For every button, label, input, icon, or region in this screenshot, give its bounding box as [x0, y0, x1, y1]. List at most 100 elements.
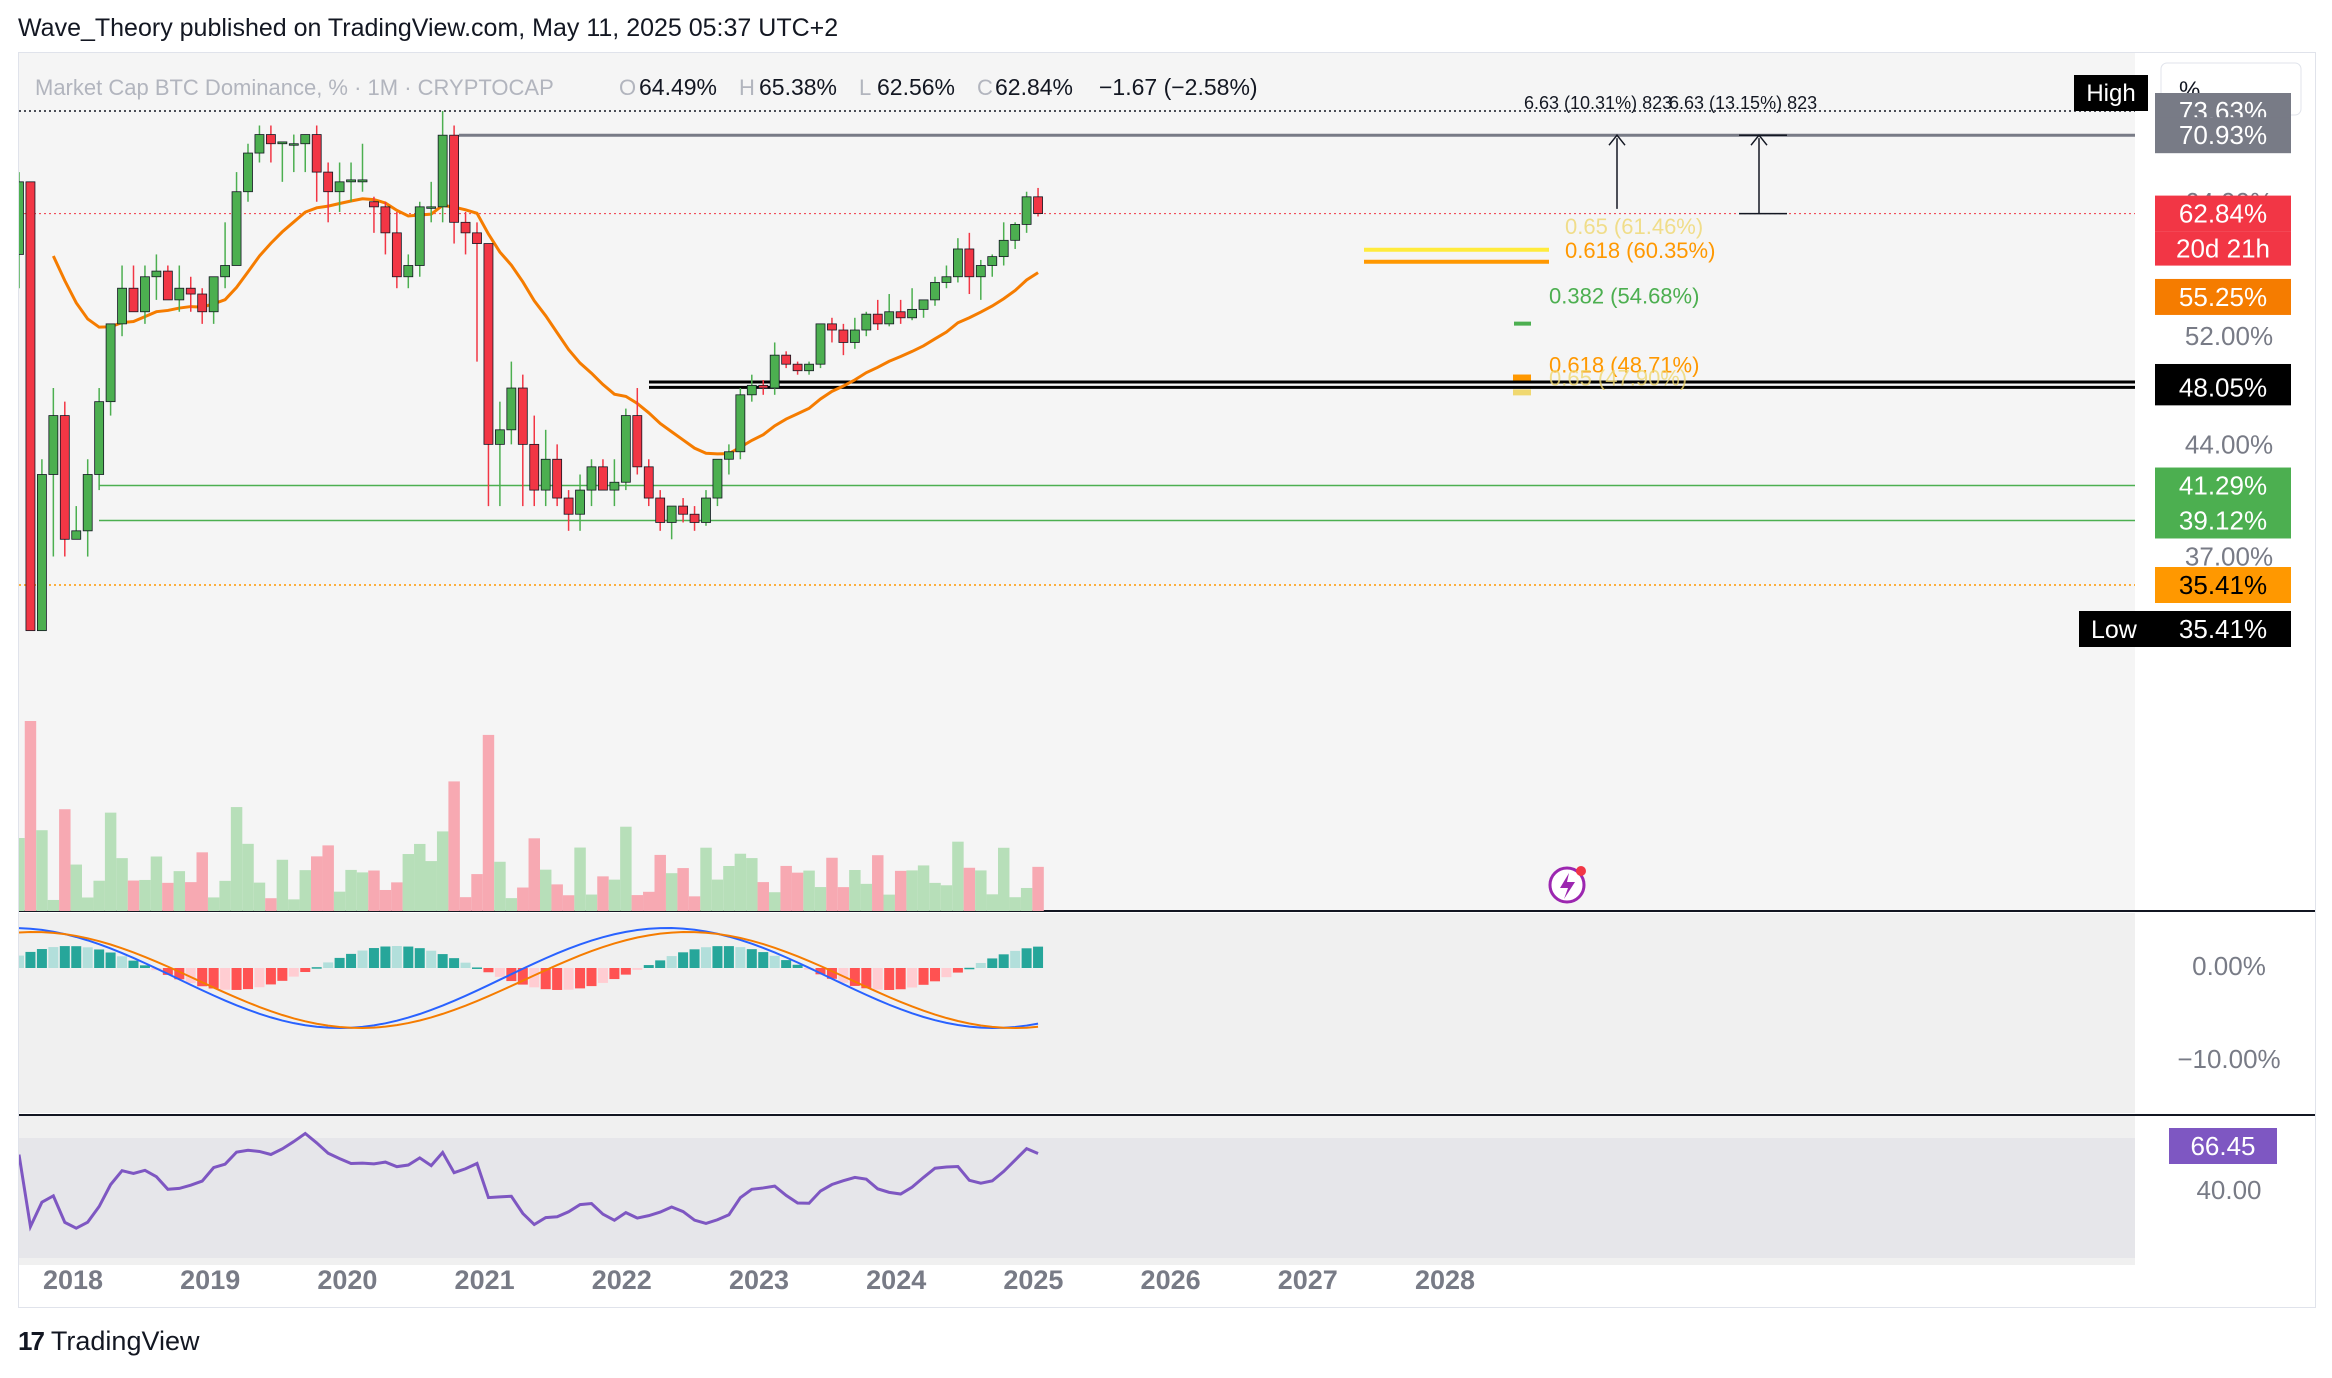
legend-o-label: O — [619, 75, 636, 100]
macd-histogram-bar — [701, 947, 711, 968]
volume-bar — [700, 847, 712, 911]
legend-close: 62.84% — [995, 74, 1073, 100]
candle-body — [140, 276, 150, 313]
volume-bar — [219, 880, 231, 911]
footer-brand: TradingView — [50, 1326, 200, 1356]
volume-bar — [665, 873, 678, 911]
macd-histogram-bar — [128, 960, 139, 968]
macd-histogram-bar — [529, 968, 540, 988]
macd-histogram-bar — [185, 968, 196, 984]
candle-body — [231, 191, 242, 266]
price-badge — [2155, 195, 2291, 232]
publish-header: Wave_Theory published on TradingView.com… — [18, 14, 839, 42]
candle-body — [643, 466, 654, 499]
volume-bar — [265, 898, 277, 911]
rsi-badge — [2169, 1128, 2277, 1164]
candle-body — [334, 181, 345, 193]
macd-histogram-bar — [689, 949, 700, 968]
volume-bar — [448, 781, 460, 911]
price-badge-label: 35.41% — [2179, 570, 2267, 600]
macd-histogram-bar — [586, 968, 597, 987]
chart-svg[interactable]: 0.65 (61.46%)0.618 (60.35%) 0.382 (54.68%… — [13, 53, 2315, 1307]
x-axis-label: 2019 — [180, 1265, 240, 1295]
candle-body — [460, 221, 471, 234]
horizontal-levels — [19, 110, 2135, 586]
macd-histogram-bar — [552, 968, 563, 990]
volume-bar — [93, 880, 105, 911]
lightning-icon[interactable] — [1548, 866, 1586, 904]
macd-histogram-bar — [895, 968, 906, 990]
candle-body — [506, 387, 517, 431]
legend-symbol: Market Cap BTC Dominance, % · 1M · CRYPT… — [35, 75, 554, 100]
candle-body — [414, 206, 425, 266]
candle-body — [25, 181, 36, 632]
candle-body — [494, 429, 505, 445]
candle-body — [735, 394, 746, 453]
macd-histogram-bar — [357, 950, 368, 968]
volume-bar — [24, 721, 37, 911]
macd-tick-neg: −10.00% — [2177, 1044, 2280, 1074]
macd-histogram-bar — [105, 952, 116, 968]
candle-body — [838, 329, 849, 343]
volume-area — [13, 721, 1044, 911]
volume-bar — [574, 847, 586, 911]
macd-histogram-bar — [300, 968, 311, 973]
candle-body — [288, 143, 299, 146]
macd-histogram-bar — [174, 968, 185, 980]
volume-bar — [769, 892, 781, 911]
candle-body — [540, 458, 551, 491]
candle-body — [781, 354, 792, 365]
volume-bar — [13, 838, 25, 911]
volume-bar — [517, 887, 529, 911]
macd-histogram-bar — [243, 968, 253, 990]
volume-bar — [505, 898, 518, 911]
macd-histogram-bar — [735, 947, 746, 968]
macd-histogram-bar — [941, 968, 952, 978]
volume-bar — [379, 889, 392, 911]
price-badge-label: 41.29% — [2179, 471, 2267, 501]
volume-bar — [780, 865, 792, 911]
volume-bar — [391, 882, 403, 911]
main-pane-gradient — [19, 53, 2135, 911]
macd-histogram-bar — [403, 946, 414, 968]
volume-bar — [975, 870, 987, 911]
fib-0618-mid-mark — [1513, 374, 1531, 381]
candle-body — [941, 276, 952, 283]
macd-histogram-bar — [987, 958, 998, 968]
price-badge — [2155, 117, 2291, 154]
macd-histogram-bar — [975, 962, 986, 968]
macd-histogram-bar — [884, 968, 895, 990]
macd-histogram-bar — [59, 946, 70, 968]
macd-histogram-bar — [620, 968, 631, 975]
volume-bar — [608, 879, 621, 911]
candle-body — [197, 293, 208, 313]
volume-bar — [414, 843, 426, 911]
macd-histogram-bar — [998, 954, 1009, 968]
macd-histogram-bar — [220, 968, 231, 990]
candle-body — [964, 248, 975, 278]
volume-bar — [849, 870, 861, 911]
high-toggle[interactable] — [2074, 75, 2148, 111]
macd-histogram-bar — [678, 952, 689, 968]
macd-histogram-bar — [930, 968, 940, 982]
price-badge — [2155, 502, 2291, 539]
candle-body — [208, 276, 219, 313]
macd-histogram-bar — [162, 968, 173, 975]
macd-histogram-bar — [494, 968, 505, 977]
macd-histogram-bar — [666, 956, 677, 968]
candle-body — [872, 313, 883, 325]
signal-line — [18, 931, 1039, 1030]
candle-body — [861, 313, 872, 331]
candle-body — [265, 134, 276, 145]
low-badge-label: Low — [2091, 616, 2138, 644]
volume-bar — [1009, 897, 1021, 911]
volume-bar — [70, 864, 82, 911]
candle-body — [689, 513, 700, 523]
price-badge-label: 70.93% — [2179, 120, 2267, 150]
macd-histogram-bar — [597, 968, 608, 983]
measure-label-2: 6.63 (13.15%) 823 — [1669, 93, 1817, 113]
macd-histogram-bar — [311, 967, 322, 969]
volume-bar — [494, 861, 506, 911]
rsi-indicator: 66.45 40.00 — [17, 1128, 2277, 1232]
candles — [14, 111, 1043, 632]
